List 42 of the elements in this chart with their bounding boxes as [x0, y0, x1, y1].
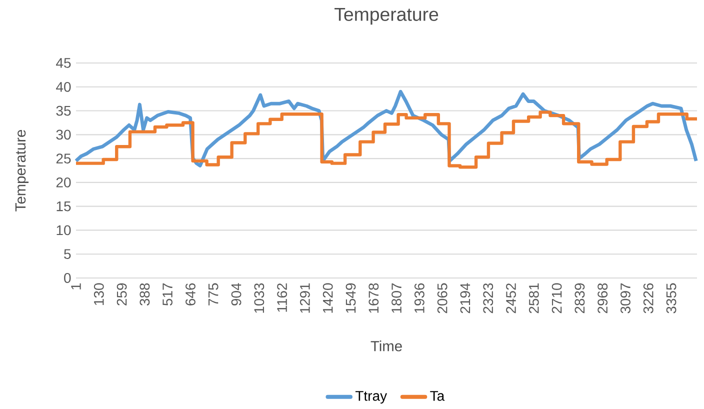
x-tick-label: 2065 — [437, 283, 448, 314]
legend-label: Ta — [430, 391, 445, 401]
x-tick-label: 2710 — [552, 283, 562, 314]
x-tick-label: 3226 — [643, 283, 654, 314]
y-axis-title: Temperature — [15, 130, 29, 212]
x-tick-label: 1807 — [392, 283, 402, 313]
x-tick-label: 1936 — [414, 283, 424, 313]
x-tick-label: 1549 — [346, 283, 356, 313]
x-tick-label: 775 — [208, 283, 218, 306]
y-tick-label: 30 — [56, 130, 71, 140]
x-tick-label: 388 — [140, 283, 150, 306]
x-tick-label: 259 — [116, 283, 127, 306]
chart-title: Temperature — [334, 8, 438, 25]
x-tick-label: 2968 — [598, 283, 608, 314]
legend-label: Ttray — [355, 391, 388, 404]
y-tick-label: 20 — [56, 177, 71, 188]
x-tick-label: 3097 — [620, 283, 630, 314]
x-tick-label: 1678 — [368, 283, 379, 313]
x-tick-label: 904 — [231, 283, 242, 306]
y-tick-label: 40 — [56, 82, 71, 92]
x-tick-label: 1 — [71, 283, 81, 290]
x-tick-label: 2581 — [528, 283, 539, 314]
y-tick-label: 45 — [56, 58, 71, 68]
x-tick-label: 3355 — [666, 283, 676, 314]
y-tick-label: 35 — [56, 106, 71, 116]
x-tick-label: 517 — [162, 283, 172, 306]
x-tick-label: 2452 — [506, 283, 516, 314]
x-tick-label: 1033 — [254, 283, 264, 313]
x-tick-label: 1291 — [300, 283, 310, 313]
x-tick-label: 2839 — [574, 283, 585, 314]
x-tick-label: 1162 — [277, 283, 288, 312]
y-tick-label: 5 — [64, 249, 71, 259]
y-tick-label: 15 — [56, 201, 71, 212]
y-tick-label: 0 — [64, 273, 71, 283]
x-axis-title: Time — [370, 340, 402, 352]
x-tick-label: 130 — [94, 283, 104, 305]
x-tick-label: 2323 — [483, 283, 494, 314]
y-tick-label: 25 — [56, 154, 71, 164]
x-tick-label: 1420 — [322, 283, 333, 313]
x-tick-label: 646 — [186, 283, 196, 306]
x-tick-label: 2194 — [460, 283, 470, 314]
y-tick-label: 10 — [56, 225, 71, 236]
